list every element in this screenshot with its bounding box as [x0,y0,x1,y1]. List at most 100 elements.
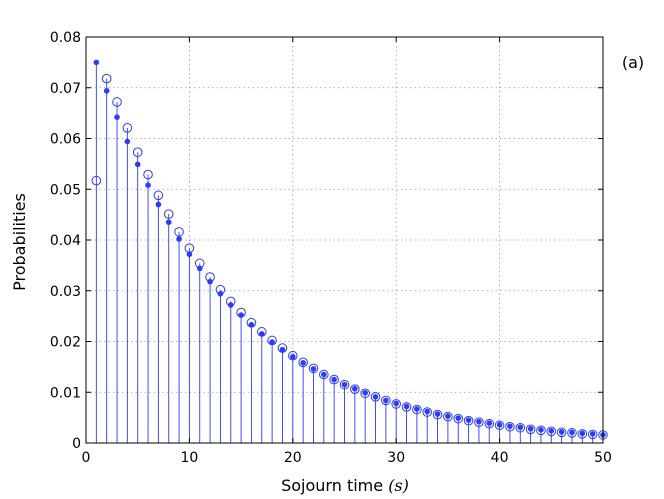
filled-dot-marker [124,138,131,145]
x-axis-title-text: Sojourn time [281,476,388,495]
filled-dot-marker [569,429,575,436]
filled-dot-marker [186,251,193,258]
open-circle-marker [360,388,370,399]
stem-lines [95,62,604,443]
open-circle-marker [339,379,350,390]
y-tick-label: 0 [72,436,81,452]
filled-dot-marker [558,429,565,435]
open-circle-marker [298,357,308,368]
open-circle-marker [153,190,164,201]
x-axis-title: Sojourn time (s) [281,476,409,495]
filled-dot-marker [310,366,317,372]
open-circle-marker [267,335,277,346]
filled-dot-marker [321,371,327,378]
open-circle-marker [288,350,298,361]
filled-dot-marker [445,413,451,419]
filled-dot-marker [279,346,286,353]
filled-dot-marker [290,353,296,360]
filled-dot-marker [176,236,182,242]
open-circle-marker [132,147,143,158]
y-tick-label: 0.04 [50,233,81,249]
open-circle-marker [319,369,329,380]
data-markers [91,59,608,440]
y-tick-label: 0.06 [50,132,81,148]
open-circle-marker [412,404,422,415]
x-tick-label: 40 [491,450,509,466]
y-axis-title: Probabilities [10,193,29,291]
open-circle-marker [308,363,319,374]
filled-dot-marker [227,302,234,308]
open-circle-marker [515,422,526,433]
filled-dot-marker [248,321,255,328]
filled-dot-marker [517,424,524,431]
filled-dot-marker [372,394,379,400]
filled-dot-marker [548,428,555,434]
open-circle-marker [350,384,360,395]
open-circle-marker [587,429,598,440]
open-circle-marker [143,169,153,180]
grid-lines [86,37,603,443]
filled-dot-marker [269,339,275,345]
open-circle-marker [494,420,505,431]
filled-dot-marker [393,400,400,407]
open-circle-marker [422,407,433,417]
filled-dot-marker [103,87,110,94]
filled-dot-marker [507,423,513,430]
open-circle-marker [484,418,495,429]
filled-dot-marker [300,360,306,366]
open-circle-marker [329,374,339,385]
open-circle-marker [225,296,236,307]
filled-dot-marker [527,425,534,432]
filled-dot-marker [93,59,100,66]
open-circle-marker [453,413,464,424]
open-circle-marker [401,402,412,412]
filled-dot-marker [589,431,596,437]
open-circle-marker [381,395,391,406]
filled-dot-marker [424,408,431,415]
open-circle-marker [525,424,536,435]
y-tick-label: 0.08 [50,30,81,46]
open-circle-marker [277,343,288,353]
filled-dot-marker [362,389,368,396]
filled-dot-marker [352,385,358,392]
filled-dot-marker [145,182,151,188]
filled-dot-marker [134,161,141,168]
open-circle-marker [246,317,257,328]
filled-dot-marker [496,421,503,428]
y-tick-label: 0.02 [50,335,81,351]
y-tick-label: 0.05 [50,182,81,198]
tick-labels: 0 10 20 30 40 50 0 0.01 0.02 0.03 0.04 0.05 0.06 0.07… [50,30,612,466]
open-circle-marker [546,426,557,437]
open-circle-marker [432,409,443,420]
open-circle-marker [391,399,402,409]
open-circle-marker [91,175,102,186]
x-tick-label: 0 [82,450,91,466]
x-axis-title-symbol: (s) [388,476,409,495]
open-circle-marker [205,272,215,282]
filled-dot-marker [465,417,472,423]
filled-dot-marker [538,427,544,433]
open-circle-marker [505,421,515,432]
open-circle-marker [474,417,484,427]
filled-dot-marker [383,397,389,404]
axis-ticks [85,36,604,444]
x-tick-label: 10 [180,450,198,466]
open-circle-marker [194,258,205,269]
x-tick-label: 30 [387,450,405,466]
open-circle-marker [463,415,474,426]
filled-dot-marker [414,406,420,412]
filled-dot-marker [165,219,172,226]
y-tick-label: 0.01 [50,385,81,401]
filled-dot-marker [331,376,337,383]
x-tick-label: 20 [284,450,302,466]
filled-dot-marker [114,114,120,120]
filled-dot-marker [486,420,493,427]
filled-dot-marker [341,381,348,388]
open-circle-marker [122,123,133,133]
open-circle-marker [215,284,226,295]
y-tick-label: 0.07 [50,81,81,97]
panel-label: (a) [622,53,644,72]
x-tick-label: 50 [594,450,612,466]
